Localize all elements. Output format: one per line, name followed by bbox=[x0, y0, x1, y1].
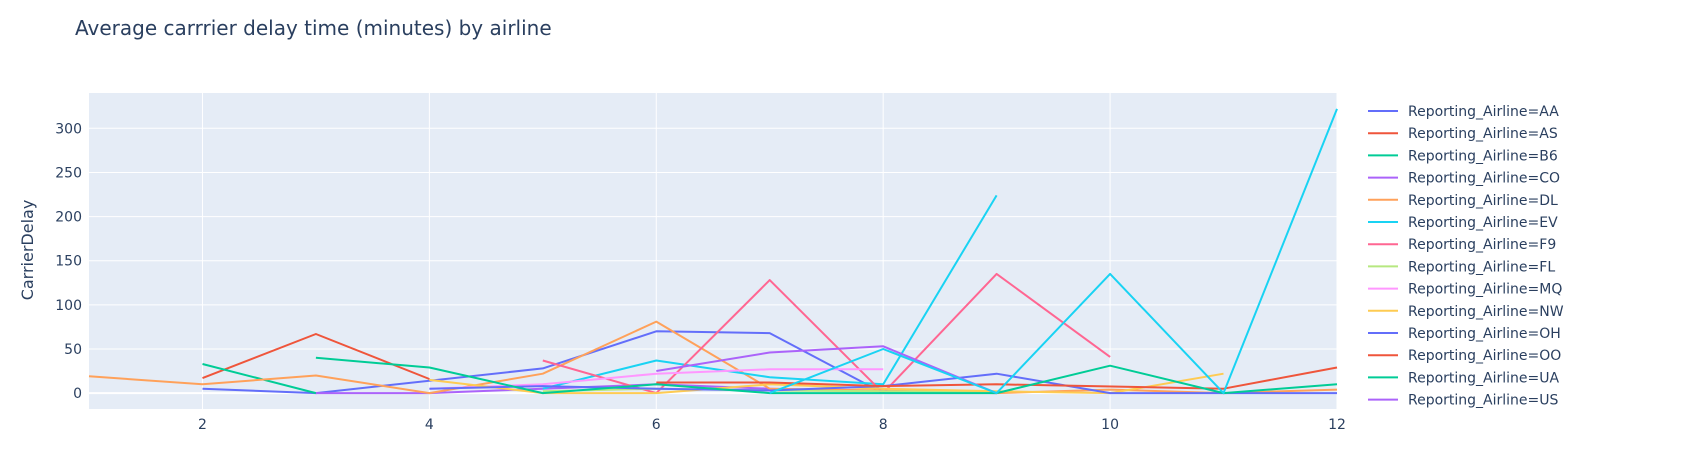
y-tick-label: 250 bbox=[55, 165, 82, 181]
legend-item[interactable]: Reporting_Airline=MQ bbox=[1368, 282, 1562, 298]
y-axis-label: CarrierDelay bbox=[18, 200, 37, 301]
legend-label: Reporting_Airline=AS bbox=[1408, 126, 1558, 142]
series-lines bbox=[88, 108, 1338, 395]
legend-item[interactable]: Reporting_Airline=B6 bbox=[1368, 148, 1558, 164]
legend-item[interactable]: Reporting_Airline=AS bbox=[1368, 126, 1558, 142]
y-tick-label: 50 bbox=[64, 342, 82, 358]
legend-label: Reporting_Airline=MQ bbox=[1408, 282, 1562, 298]
legend-label: Reporting_Airline=OH bbox=[1408, 326, 1561, 342]
legend-item[interactable]: Reporting_Airline=UA bbox=[1368, 370, 1560, 386]
y-tick-label: 0 bbox=[73, 386, 82, 402]
x-tick-label: 10 bbox=[1101, 417, 1119, 433]
legend-label: Reporting_Airline=US bbox=[1408, 393, 1559, 409]
legend-item[interactable]: Reporting_Airline=NW bbox=[1368, 304, 1564, 320]
series-line bbox=[769, 108, 1338, 395]
x-tick-label: 8 bbox=[879, 417, 888, 433]
series-line bbox=[315, 356, 1338, 395]
legend-item[interactable]: Reporting_Airline=FL bbox=[1368, 259, 1555, 275]
series-line bbox=[429, 372, 1224, 395]
legend-label: Reporting_Airline=F9 bbox=[1408, 237, 1556, 253]
chart-title: Average carrrier delay time (minutes) by… bbox=[75, 16, 552, 40]
plot-area bbox=[89, 93, 1337, 409]
legend-label: Reporting_Airline=OO bbox=[1408, 348, 1561, 364]
series-line bbox=[429, 368, 884, 390]
y-tick-label: 200 bbox=[55, 210, 82, 226]
series-line bbox=[542, 194, 998, 390]
legend-label: Reporting_Airline=DL bbox=[1408, 193, 1558, 209]
legend-item[interactable]: Reporting_Airline=F9 bbox=[1368, 237, 1556, 253]
x-tick-label: 4 bbox=[425, 417, 434, 433]
legend-label: Reporting_Airline=NW bbox=[1408, 304, 1564, 320]
legend-label: Reporting_Airline=AA bbox=[1408, 104, 1559, 120]
legend-item[interactable]: Reporting_Airline=OH bbox=[1368, 326, 1561, 342]
x-tick-label: 2 bbox=[198, 417, 207, 433]
legend-item[interactable]: Reporting_Airline=EV bbox=[1368, 215, 1558, 231]
x-tick-label: 12 bbox=[1328, 417, 1346, 433]
series-line bbox=[202, 330, 884, 395]
y-tick-label: 100 bbox=[55, 298, 82, 314]
legend-label: Reporting_Airline=CO bbox=[1408, 171, 1560, 187]
legend-item[interactable]: Reporting_Airline=US bbox=[1368, 393, 1559, 409]
series-line bbox=[656, 366, 1338, 390]
axis-ticks: 2 4 6 8 10 12 0 50 100 150 200 250 300 bbox=[55, 121, 1346, 433]
legend-item[interactable]: Reporting_Airline=CO bbox=[1368, 171, 1560, 187]
legend-label: Reporting_Airline=B6 bbox=[1408, 148, 1558, 164]
series-line bbox=[656, 345, 997, 395]
legend-label: Reporting_Airline=FL bbox=[1408, 259, 1555, 275]
legend-label: Reporting_Airline=UA bbox=[1408, 370, 1560, 386]
y-tick-label: 300 bbox=[55, 121, 82, 137]
y-tick-label: 150 bbox=[55, 254, 82, 270]
legend-item[interactable]: Reporting_Airline=AA bbox=[1368, 104, 1559, 120]
x-tick-label: 6 bbox=[652, 417, 661, 433]
legend-label: Reporting_Airline=EV bbox=[1408, 215, 1558, 231]
legend[interactable]: Reporting_Airline=AA Reporting_Airline=AS… bbox=[1368, 104, 1564, 409]
series-line bbox=[202, 363, 317, 395]
legend-item[interactable]: Reporting_Airline=DL bbox=[1368, 193, 1558, 209]
legend-item[interactable]: Reporting_Airline=OO bbox=[1368, 348, 1561, 364]
